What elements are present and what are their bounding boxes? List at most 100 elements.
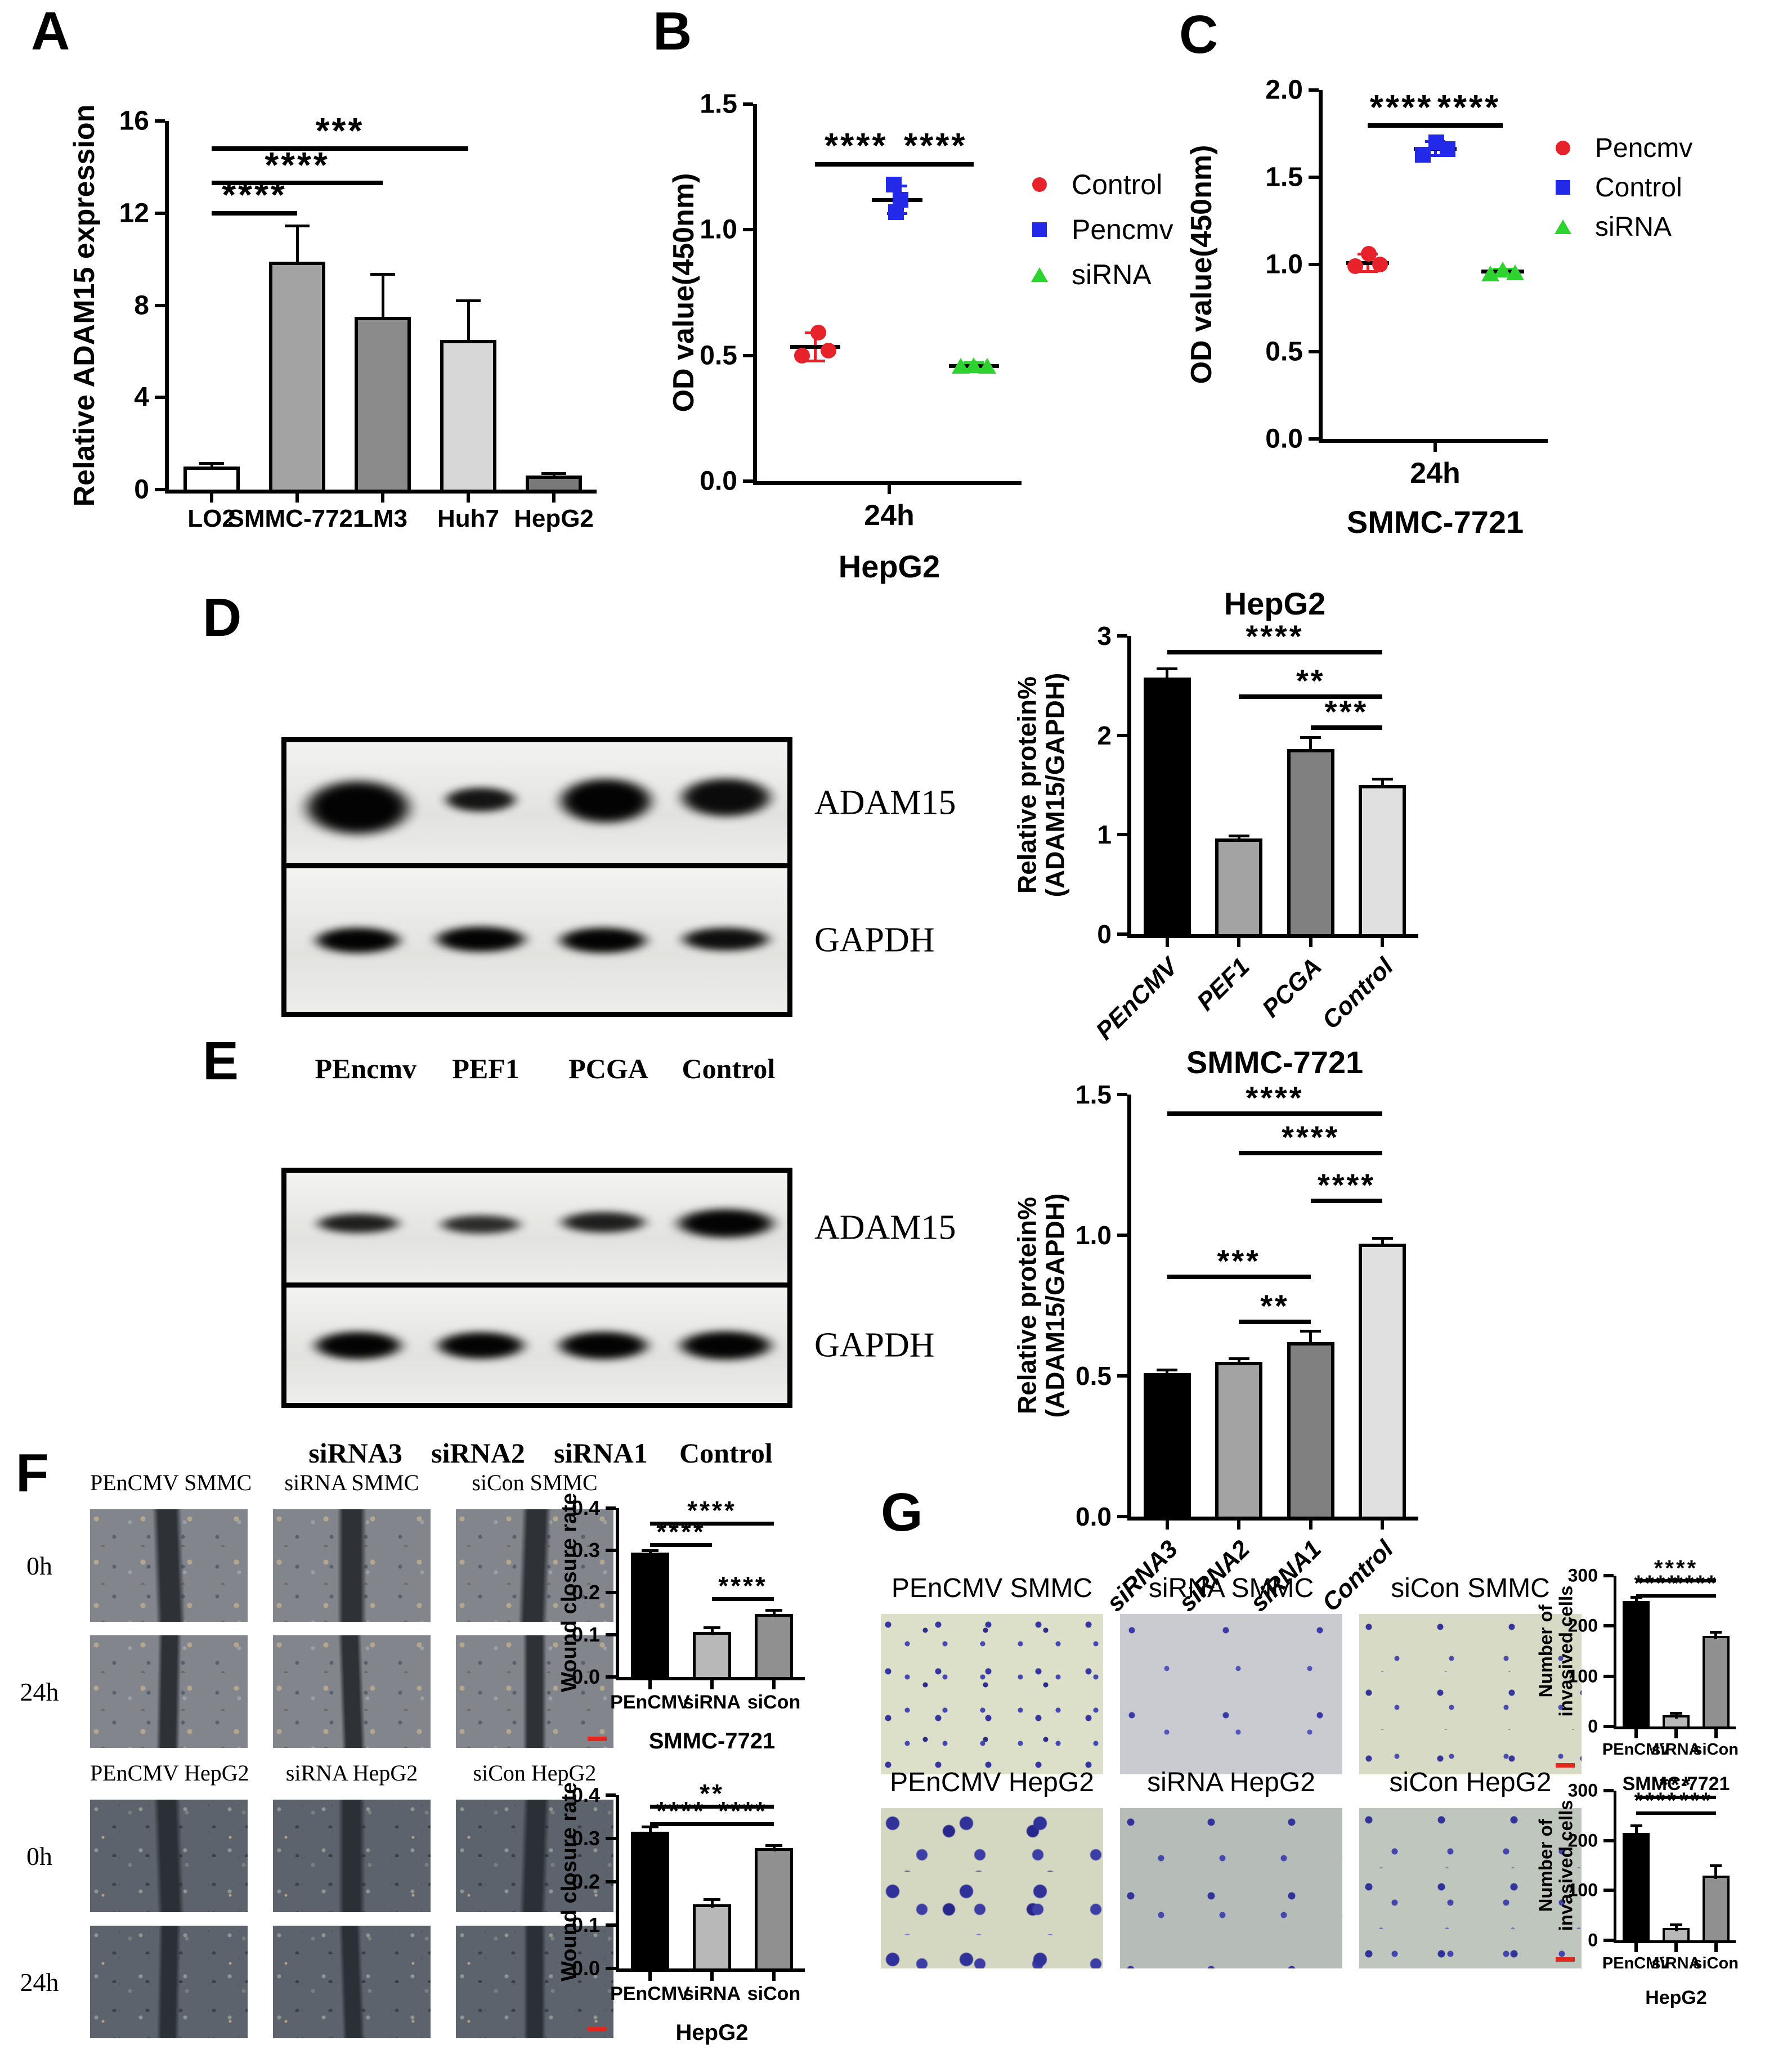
y-tick-label: 0 — [1588, 1930, 1598, 1950]
y-tick-label: 0.5 — [1076, 1361, 1112, 1391]
transwell-smmc-grid: PEnCMV SMMC siRNA SMMC siCon SMMC — [881, 1570, 1582, 1774]
error-bar-cap — [641, 1826, 658, 1829]
legend-label: Pencmv — [1595, 133, 1693, 163]
error-bar-cap — [541, 472, 567, 476]
wound-scratch — [338, 1800, 365, 1912]
significance-stars: **** — [265, 145, 330, 186]
error-bar-line — [1674, 1712, 1678, 1719]
blot-protein-label: ADAM15 — [814, 783, 956, 822]
y-tick-mark — [1117, 1515, 1127, 1518]
x-label-siRNA: siRNA — [1651, 1954, 1701, 1972]
transwell-image — [1120, 1808, 1342, 1968]
error-bar-cap — [1228, 835, 1249, 838]
y-tick-label: 300 — [1567, 1565, 1598, 1586]
wound-image — [90, 1509, 248, 1622]
panel-label-d: D — [203, 587, 242, 648]
y-tick-mark — [1603, 1725, 1614, 1728]
x-tick-mark — [1674, 1729, 1678, 1738]
err-cap-bot-Pencmv — [1358, 270, 1378, 273]
x-tick-mark — [1165, 1521, 1169, 1530]
x-tick-mark — [467, 494, 470, 503]
y-tick-mark — [606, 1633, 616, 1636]
significance-line — [650, 1822, 712, 1826]
x-tick-mark — [888, 485, 891, 494]
y-axis — [1319, 90, 1323, 443]
significance-line — [212, 146, 468, 151]
y-tick-mark — [1603, 1889, 1614, 1892]
y-axis — [1614, 1576, 1616, 1729]
error-bar-cap — [1710, 1864, 1722, 1867]
x-label-Huh7: Huh7 — [437, 505, 499, 532]
significance-stars: *** — [1659, 1773, 1693, 1798]
bar-PEnCMV — [1623, 1600, 1650, 1726]
x-label-HepG2: HepG2 — [514, 505, 594, 532]
blot-protein-label: ADAM15 — [814, 1208, 956, 1246]
x-tick-mark — [1714, 1729, 1718, 1738]
panel-c-scatter-chart: 0.0 0.5 1.0 1.5 2.0 OD value(450nm) 24h **** ***… — [1185, 75, 1548, 540]
protein-band — [551, 774, 661, 827]
wound-image — [90, 1926, 248, 2038]
error-bar-line — [1237, 1358, 1240, 1365]
significance-stars: *** — [315, 110, 365, 151]
wound-scratch — [338, 1635, 366, 1748]
image-column-title: siRNA SMMC — [284, 1470, 419, 1495]
wound-image — [273, 1635, 431, 1748]
y-tick-mark — [1603, 1838, 1614, 1842]
panel-a-bar-chart: 0 4 8 12 16 Relative ADAM15 expression LO2 SMMC… — [68, 104, 597, 532]
y-axis-title: OD value(450nm) — [667, 173, 700, 412]
image-column-title: PEnCMV SMMC — [90, 1470, 252, 1495]
y-tick-label: 100 — [1567, 1666, 1598, 1687]
y-tick-label: 300 — [1567, 1780, 1598, 1801]
x-tick-mark — [772, 1680, 776, 1689]
blot-lane-label: PCGA — [568, 1053, 648, 1084]
legend-marker — [1031, 221, 1048, 238]
significance-stars: **** — [718, 1571, 768, 1600]
legend-marker-triangle — [1555, 219, 1571, 234]
x-axis — [1614, 1940, 1736, 1943]
chart-title: SMMC-7721 — [1186, 1044, 1364, 1080]
y-axis-title: Number of invasived cells — [1535, 1800, 1576, 1931]
error-bar-line — [648, 1550, 652, 1556]
transwell-image — [1359, 1808, 1582, 1968]
blot-row-GAPDH — [286, 1288, 787, 1403]
blot-lane-label: Control — [679, 1437, 773, 1469]
y-axis — [1127, 1095, 1131, 1521]
significance-line — [1676, 1594, 1716, 1598]
row-time-label: 0h — [26, 1551, 52, 1580]
significance-stars: *** — [1679, 1788, 1713, 1814]
wound-image — [90, 1800, 248, 1912]
mean-line-Pencmv — [1346, 261, 1389, 265]
significance-line — [1239, 1151, 1383, 1155]
x-tick-mark — [295, 494, 299, 503]
legend-marker-square — [1556, 180, 1570, 195]
error-bar-line — [1166, 669, 1169, 681]
transwell-image — [1359, 1614, 1582, 1774]
y-tick-label: 2 — [1097, 720, 1112, 750]
x-tick-mark — [1381, 938, 1385, 947]
legend-marker — [1031, 176, 1048, 193]
y-tick-mark — [1603, 1624, 1614, 1628]
image-column-title: siRNA HepG2 — [285, 1760, 418, 1786]
x-label-siCon: siCon — [747, 1692, 801, 1713]
x-tick-mark — [1237, 938, 1241, 947]
x-tick-label: 24h — [1410, 457, 1461, 490]
err-cap-bot-Control — [1425, 154, 1445, 158]
significance-stars: ** — [700, 1779, 724, 1809]
y-tick-mark — [606, 1506, 616, 1510]
wound-scratch — [152, 1509, 186, 1622]
bar-PEnCMV — [1623, 1833, 1650, 1940]
significance-stars: **** — [1246, 1079, 1304, 1115]
wound-scratch — [156, 1926, 181, 2038]
x-label-SMMC-7721: SMMC-7721 — [227, 505, 367, 532]
x-tick-mark — [1634, 1943, 1638, 1952]
bar-PEnCMV — [630, 1552, 670, 1677]
y-tick-mark — [155, 396, 165, 400]
y-tick-label: 0.4 — [571, 1783, 600, 1806]
bar-siCon — [754, 1613, 794, 1677]
error-bar-cap — [370, 273, 396, 276]
y-tick-mark — [606, 1923, 616, 1927]
x-tick-mark — [1714, 1943, 1718, 1952]
error-bar-cap — [455, 299, 481, 303]
x-label-PEnCMV: PEnCMV — [1091, 953, 1184, 1046]
x-tick-label: 24h — [864, 499, 915, 532]
